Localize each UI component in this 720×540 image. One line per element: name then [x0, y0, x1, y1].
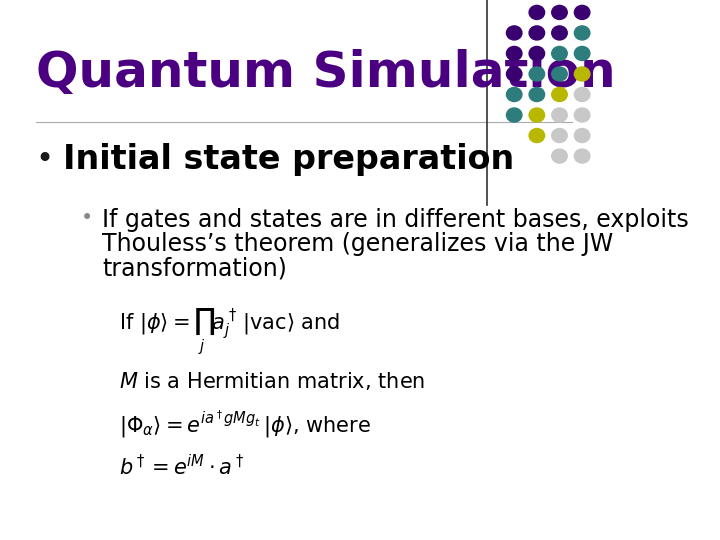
Circle shape — [529, 67, 544, 81]
Circle shape — [506, 87, 522, 102]
Circle shape — [575, 149, 590, 163]
Circle shape — [575, 46, 590, 60]
Text: If gates and states are in different bases, exploits: If gates and states are in different bas… — [102, 208, 688, 232]
Circle shape — [575, 129, 590, 143]
Text: Thouless’s theorem (generalizes via the JW: Thouless’s theorem (generalizes via the … — [102, 232, 613, 256]
Circle shape — [552, 108, 567, 122]
Circle shape — [552, 87, 567, 102]
Circle shape — [552, 46, 567, 60]
Circle shape — [529, 87, 544, 102]
Circle shape — [529, 46, 544, 60]
Text: If $|\phi\rangle = \prod_j a_j^\dagger\,|\mathrm{vac}\rangle$ and: If $|\phi\rangle = \prod_j a_j^\dagger\,… — [120, 307, 341, 357]
Circle shape — [506, 67, 522, 81]
Text: $|\Phi_\alpha\rangle = e^{ia^\dagger g M g_t}\,|\phi\rangle$, where: $|\Phi_\alpha\rangle = e^{ia^\dagger g M… — [120, 408, 372, 440]
Circle shape — [529, 26, 544, 40]
Circle shape — [575, 87, 590, 102]
Circle shape — [575, 108, 590, 122]
Text: Quantum Simulation: Quantum Simulation — [36, 49, 616, 97]
Text: transformation): transformation) — [102, 256, 287, 280]
Circle shape — [506, 26, 522, 40]
Circle shape — [506, 46, 522, 60]
Circle shape — [552, 149, 567, 163]
Circle shape — [552, 5, 567, 19]
Circle shape — [575, 5, 590, 19]
Circle shape — [575, 26, 590, 40]
Text: •: • — [36, 145, 54, 174]
Circle shape — [529, 5, 544, 19]
Text: $M$ is a Hermitian matrix, then: $M$ is a Hermitian matrix, then — [120, 370, 426, 392]
Circle shape — [506, 108, 522, 122]
Text: Initial state preparation: Initial state preparation — [63, 143, 514, 176]
Circle shape — [552, 26, 567, 40]
Circle shape — [529, 129, 544, 143]
Text: •: • — [81, 208, 93, 228]
Circle shape — [552, 129, 567, 143]
Text: $b^\dagger = e^{iM} \cdot a^\dagger$: $b^\dagger = e^{iM} \cdot a^\dagger$ — [120, 455, 245, 480]
Circle shape — [552, 67, 567, 81]
Circle shape — [575, 67, 590, 81]
Circle shape — [529, 108, 544, 122]
